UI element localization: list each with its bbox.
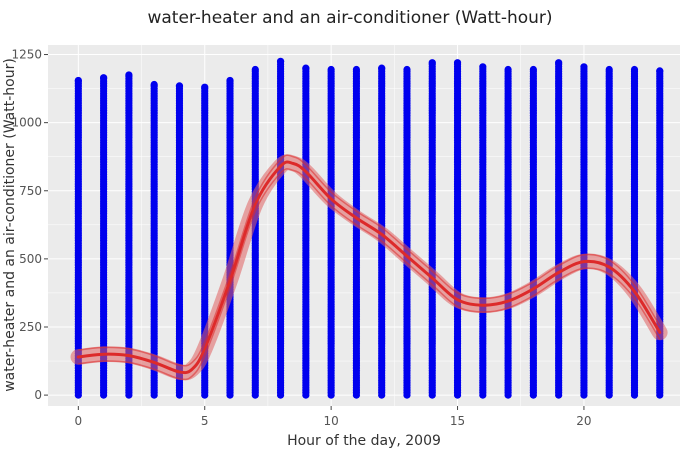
data-point <box>150 80 158 89</box>
x-axis-title: Hour of the day, 2009 <box>287 433 441 449</box>
data-point <box>428 59 436 67</box>
y-tick-label: 750 <box>19 184 42 198</box>
data-point <box>630 65 639 74</box>
smooth-line <box>76 160 662 375</box>
data-point <box>352 65 361 74</box>
data-point <box>276 57 285 65</box>
y-tick-label: 250 <box>19 320 42 334</box>
x-axis-ticks: 0 5 10 15 20 <box>75 406 592 428</box>
confidence-band-upper <box>78 154 661 367</box>
data-point <box>403 65 411 74</box>
data-point <box>100 74 108 82</box>
y-tick-label: 0 <box>34 388 42 402</box>
x-tick-label: 5 <box>201 414 209 428</box>
data-point <box>504 65 512 74</box>
x-tick-label: 10 <box>323 414 338 428</box>
data-point <box>378 64 386 72</box>
y-axis-title: water-heater and an air-conditioner (Wat… <box>2 58 18 392</box>
x-tick-label: 15 <box>450 414 465 428</box>
data-point <box>302 64 310 72</box>
data-point <box>580 63 588 71</box>
data-point <box>453 59 462 67</box>
data-point <box>125 71 133 79</box>
data-point <box>479 63 487 71</box>
data-point <box>529 65 537 74</box>
data-point <box>656 67 664 75</box>
data-point <box>555 59 563 67</box>
data-point <box>175 82 184 90</box>
data-point <box>605 65 613 74</box>
x-tick-label: 0 <box>75 414 83 428</box>
y-tick-label: 1000 <box>11 116 42 130</box>
x-tick-label: 20 <box>576 414 591 428</box>
data-point <box>201 83 209 91</box>
smooth-curve <box>70 154 668 381</box>
confidence-band-lower <box>78 168 661 381</box>
data-point <box>251 65 259 74</box>
y-axis-ticks: 0 250 500 750 1000 1250 <box>11 48 48 402</box>
y-tick-label: 1250 <box>11 48 42 62</box>
y-tick-label: 500 <box>19 252 42 266</box>
data-point <box>226 76 234 85</box>
data-points <box>74 57 664 399</box>
data-point <box>74 76 82 85</box>
data-point <box>327 65 335 74</box>
chart-title: water-heater and an air-conditioner (Wat… <box>147 8 552 28</box>
